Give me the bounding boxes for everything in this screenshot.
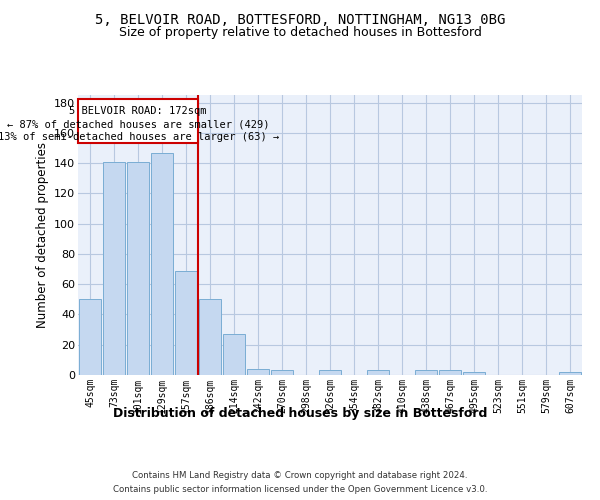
- Bar: [319, 370, 341, 375]
- Bar: [463, 372, 485, 375]
- Text: Size of property relative to detached houses in Bottesford: Size of property relative to detached ho…: [119, 26, 481, 39]
- Text: 5, BELVOIR ROAD, BOTTESFORD, NOTTINGHAM, NG13 0BG: 5, BELVOIR ROAD, BOTTESFORD, NOTTINGHAM,…: [95, 12, 505, 26]
- Bar: [415, 370, 437, 375]
- Bar: [151, 152, 173, 375]
- Bar: [103, 162, 125, 375]
- Text: 13% of semi-detached houses are larger (63) →: 13% of semi-detached houses are larger (…: [0, 132, 279, 142]
- Bar: [175, 270, 197, 375]
- Bar: [559, 372, 581, 375]
- Bar: [247, 369, 269, 375]
- Text: Contains public sector information licensed under the Open Government Licence v3: Contains public sector information licen…: [113, 485, 487, 494]
- Y-axis label: Number of detached properties: Number of detached properties: [35, 142, 49, 328]
- Bar: [439, 370, 461, 375]
- Bar: [367, 370, 389, 375]
- Bar: [223, 334, 245, 375]
- Text: 5 BELVOIR ROAD: 172sqm: 5 BELVOIR ROAD: 172sqm: [70, 106, 207, 116]
- Text: Contains HM Land Registry data © Crown copyright and database right 2024.: Contains HM Land Registry data © Crown c…: [132, 471, 468, 480]
- Text: ← 87% of detached houses are smaller (429): ← 87% of detached houses are smaller (42…: [7, 119, 269, 129]
- Bar: [79, 300, 101, 375]
- FancyBboxPatch shape: [79, 99, 198, 142]
- Bar: [271, 370, 293, 375]
- Bar: [199, 300, 221, 375]
- Text: Distribution of detached houses by size in Bottesford: Distribution of detached houses by size …: [113, 408, 487, 420]
- Bar: [127, 162, 149, 375]
